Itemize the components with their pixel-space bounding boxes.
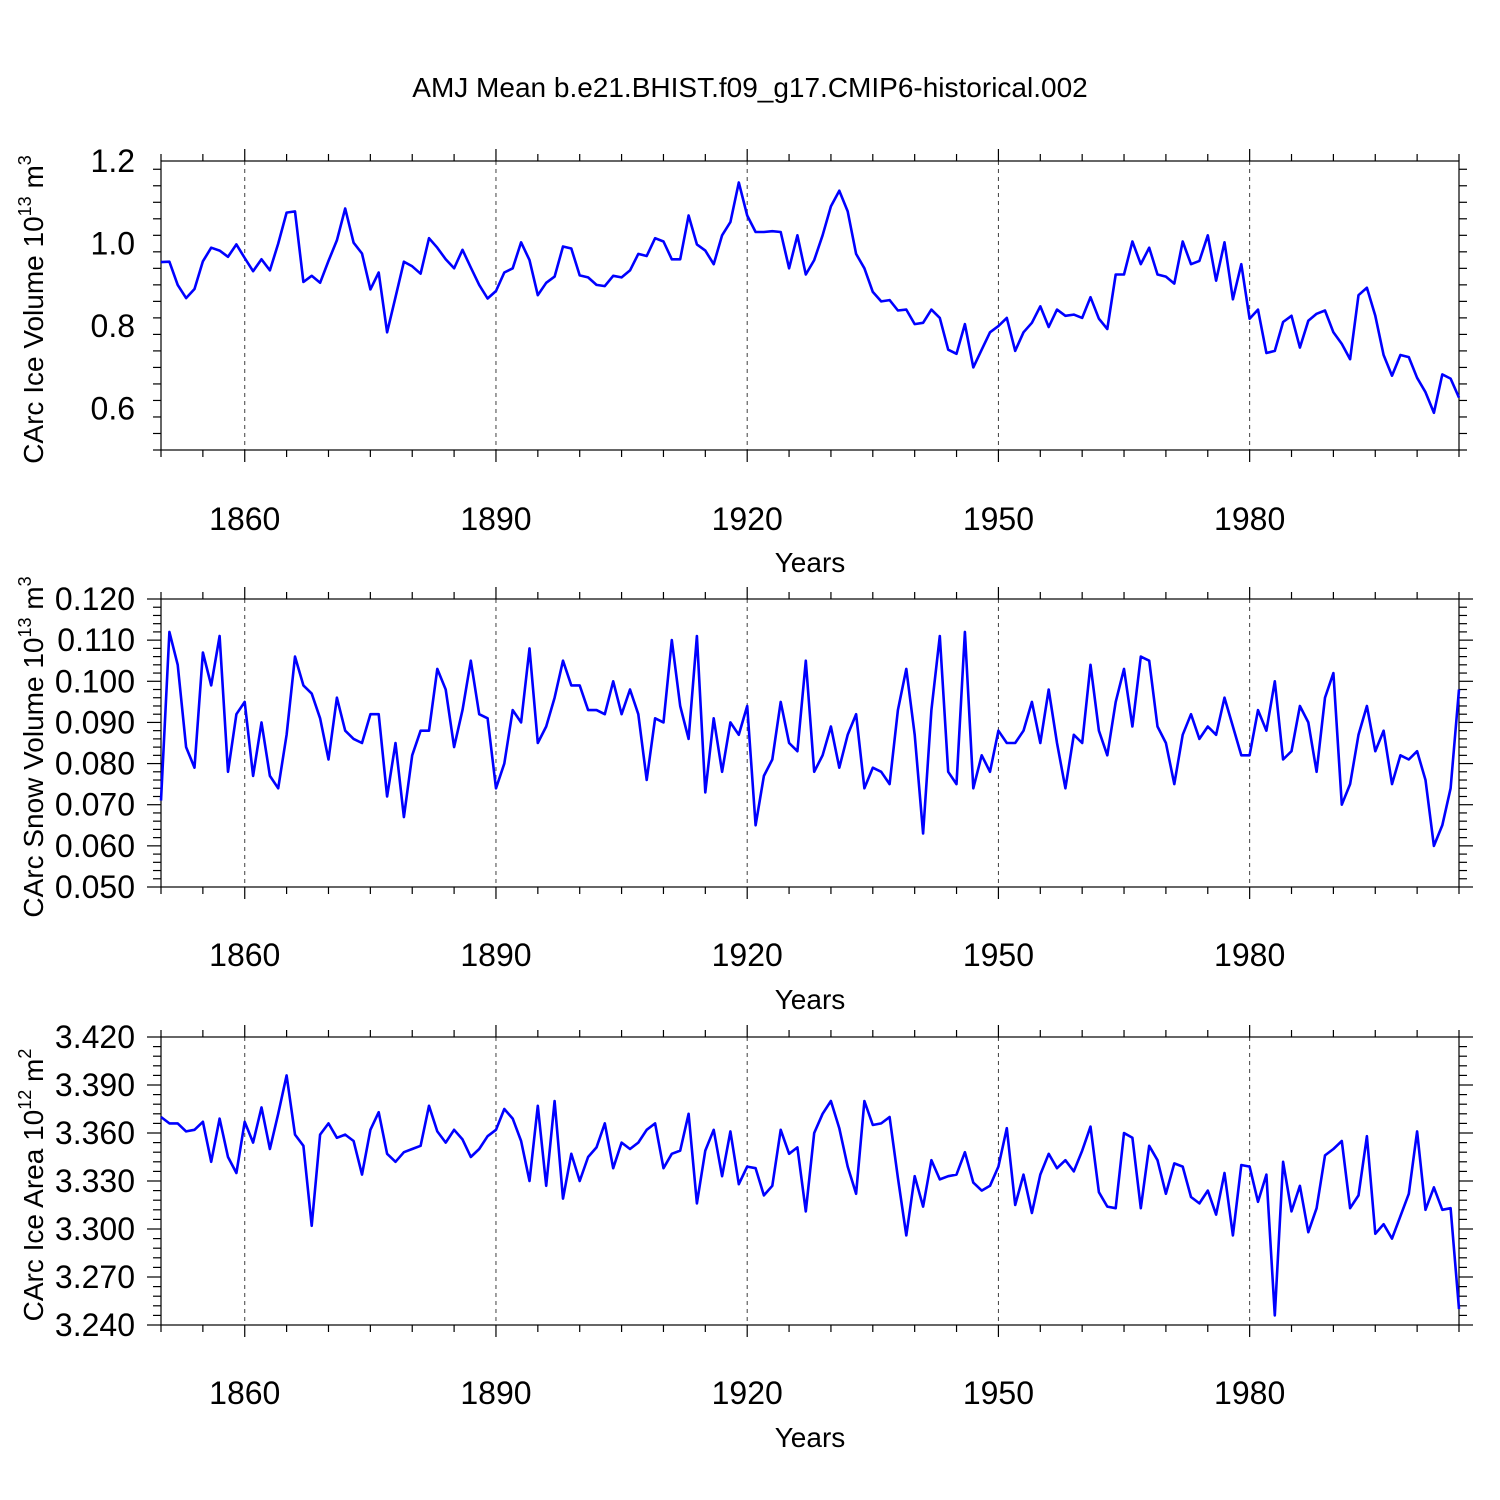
y-tick-label: 3.360 (55, 1115, 135, 1151)
chart-title: AMJ Mean b.e21.BHIST.f09_g17.CMIP6-histo… (412, 72, 1087, 103)
y-axis-label: CArc Snow Volume 1013 m3 (15, 576, 49, 917)
x-tick-label: 1890 (460, 501, 531, 537)
y-tick-label: 1.0 (91, 226, 135, 262)
y-tick-label: 0.6 (91, 391, 135, 427)
x-tick-label: 1980 (1214, 1375, 1285, 1411)
x-tick-label: 1860 (209, 501, 280, 537)
x-tick-label: 1920 (712, 1375, 783, 1411)
x-tick-label: 1950 (963, 501, 1034, 537)
y-tick-label: 0.090 (55, 704, 135, 740)
y-axis-label: CArc Ice Area 1012 m2 (15, 1049, 49, 1322)
panel-snow-volume: 1860 1890 1920 1950 1980 0.050 0.060 0.070 0.080… (15, 576, 1473, 1015)
plot-frame (160, 1036, 1460, 1326)
x-tick-label: 1860 (209, 937, 280, 973)
x-axis-label: Years (775, 984, 846, 1015)
y-tick-label: 3.270 (55, 1259, 135, 1295)
y-tick-label: 0.110 (57, 622, 135, 658)
y-tick-label: 3.330 (55, 1163, 135, 1199)
series-line (160, 1074, 1461, 1317)
x-tick-label: 1860 (209, 1375, 280, 1411)
panel-ice-volume: 1860 1890 1920 1950 1980 0.6 0.8 1.0 1.2 Years CAr… (15, 143, 1467, 578)
x-tick-label: 1890 (460, 1375, 531, 1411)
y-tick-label: 0.080 (55, 746, 135, 782)
plot-frame (160, 598, 1460, 888)
y-tick-label: 0.050 (55, 869, 135, 905)
y-tick-label: 3.240 (55, 1307, 135, 1343)
y-tick-label: 1.2 (91, 143, 135, 179)
x-tick-label: 1920 (712, 937, 783, 973)
x-tick-label: 1950 (963, 1375, 1034, 1411)
y-tick-label: 3.300 (55, 1211, 135, 1247)
series-line (159, 630, 1461, 848)
x-axis-label: Years (775, 547, 846, 578)
panel-ice-area: 1860 1890 1920 1950 1980 3.240 3.270 3.300 3.330… (15, 1019, 1473, 1453)
x-tick-label: 1890 (460, 937, 531, 973)
plot-frame (160, 160, 1460, 451)
y-tick-label: 3.420 (55, 1019, 135, 1055)
y-tick-label: 0.120 (55, 581, 135, 617)
y-tick-label: 3.390 (55, 1067, 135, 1103)
y-tick-label: 0.070 (55, 787, 135, 823)
y-tick-label: 0.8 (91, 308, 135, 344)
x-tick-label: 1920 (712, 501, 783, 537)
y-tick-label: 0.100 (55, 663, 135, 699)
x-tick-label: 1950 (963, 937, 1034, 973)
y-axis-label: CArc Ice Volume 1013 m3 (15, 155, 49, 464)
series-line (160, 181, 1461, 415)
y-tick-label: 0.060 (55, 828, 135, 864)
x-axis-label: Years (775, 1422, 846, 1453)
x-tick-label: 1980 (1214, 937, 1285, 973)
x-tick-label: 1980 (1214, 501, 1285, 537)
